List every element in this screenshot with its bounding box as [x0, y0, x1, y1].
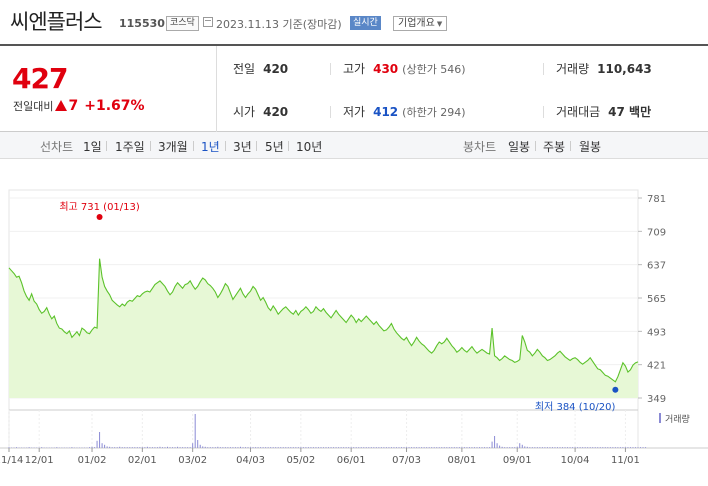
- line-chart-label: 선차트: [40, 140, 74, 154]
- candle-monthly[interactable]: 월봉: [579, 140, 602, 154]
- max-price-label: 최고 731 (01/13): [59, 201, 140, 213]
- price-summary: 427 전일대비 7 +1.67% 전일 420 고가 430 (상한가 546) 거래량…: [0, 44, 708, 132]
- date-text: 2023.11.13 기준(장마감): [216, 18, 342, 31]
- period-separator: [288, 141, 289, 151]
- high-stat: 고가 430 (상한가 546): [343, 60, 466, 77]
- stat-divider: [330, 63, 331, 75]
- period-1d[interactable]: 1일: [83, 140, 102, 154]
- low-label: 저가: [343, 105, 366, 119]
- change-percent: +1.67%: [84, 98, 145, 114]
- period-separator: [256, 141, 257, 151]
- chart-period-bar: 선차트 1일 1주일 3개월 1년 3년 5년 10년 봉차트 일봉 주봉 월봉: [0, 132, 708, 159]
- volume-legend-label: 거래량: [665, 413, 690, 425]
- prev-close-value: 420: [263, 62, 289, 76]
- x-tick-label: 06/01: [337, 455, 366, 466]
- y-tick-label: 781: [647, 194, 666, 205]
- volume-value: 110,643: [597, 62, 652, 76]
- candle-weekly[interactable]: 주봉: [543, 140, 566, 154]
- x-tick-label: 08/01: [447, 455, 476, 466]
- stock-code: 115530: [119, 17, 165, 30]
- volume-stat: 거래량 110,643: [556, 60, 652, 77]
- low-value: 412: [373, 105, 399, 119]
- period-separator: [535, 141, 536, 151]
- low-stat: 저가 412 (하한가 294): [343, 103, 466, 120]
- period-5y[interactable]: 5년: [265, 140, 284, 154]
- min-price-dot: [612, 386, 619, 393]
- amount-label: 거래대금: [556, 105, 601, 119]
- x-tick-label: 12/01: [25, 455, 54, 466]
- amount-value: 47 백만: [608, 105, 652, 119]
- amount-stat: 거래대금 47 백만: [556, 103, 651, 120]
- current-price: 427: [12, 62, 68, 95]
- x-tick-label: 05/02: [286, 455, 315, 466]
- stat-divider: [543, 63, 544, 75]
- period-10y[interactable]: 10년: [296, 140, 323, 154]
- x-tick-label: 02/01: [128, 455, 157, 466]
- min-price-label: 최저 384 (10/20): [535, 401, 616, 413]
- candle-daily[interactable]: 일봉: [508, 140, 531, 154]
- upper-limit: (상한가 546): [402, 63, 466, 76]
- change-amount: 7: [68, 98, 79, 114]
- y-tick-label: 421: [647, 361, 666, 372]
- x-tick-label: 10/04: [561, 455, 590, 466]
- high-value: 430: [373, 62, 399, 76]
- x-tick-label: 01/02: [78, 455, 107, 466]
- realtime-button[interactable]: 실시간: [350, 16, 381, 30]
- period-3y[interactable]: 3년: [233, 140, 252, 154]
- candle-chart-label: 봉차트: [463, 140, 497, 154]
- period-separator: [570, 141, 571, 151]
- y-tick-label: 709: [647, 227, 666, 238]
- change-label: 전일대비: [13, 100, 54, 113]
- period-separator: [106, 141, 107, 151]
- x-tick-label: 03/02: [178, 455, 207, 466]
- open-label: 시가: [233, 105, 256, 119]
- period-separator: [150, 141, 151, 151]
- stat-divider: [330, 106, 331, 118]
- period-separator: [193, 141, 194, 151]
- volume-legend-icon: [659, 413, 661, 423]
- period-1y[interactable]: 1년: [201, 140, 220, 154]
- company-overview-label: 기업개요: [398, 18, 435, 29]
- max-price-dot: [96, 214, 103, 220]
- prev-close-stat: 전일 420: [233, 60, 288, 77]
- period-separator: [225, 141, 226, 151]
- x-tick-label: 11/01: [611, 455, 640, 466]
- y-tick-label: 565: [647, 294, 666, 305]
- calendar-icon: [203, 17, 213, 27]
- volume-label: 거래량: [556, 62, 590, 76]
- open-value: 420: [263, 105, 289, 119]
- y-tick-label: 637: [647, 261, 666, 272]
- chevron-down-icon: ▼: [436, 20, 443, 28]
- stat-divider: [543, 106, 544, 118]
- stock-header: 씨엔플러스 115530 코스닥 2023.11.13 기준(장마감) 실시간 …: [0, 0, 708, 44]
- stock-name: 씨엔플러스: [10, 10, 103, 34]
- period-1w[interactable]: 1주일: [115, 140, 145, 154]
- price-change: 전일대비 7 +1.67%: [13, 98, 145, 114]
- x-tick-label: 11/14: [0, 455, 23, 466]
- y-tick-label: 349: [647, 394, 666, 405]
- up-triangle-icon: [55, 100, 68, 111]
- x-tick-label: 09/01: [503, 455, 532, 466]
- prev-close-label: 전일: [233, 62, 256, 76]
- y-tick-label: 493: [647, 327, 666, 338]
- current-price-box: 427 전일대비 7 +1.67%: [0, 46, 217, 132]
- company-overview-dropdown[interactable]: 기업개요 ▼: [393, 16, 448, 31]
- x-tick-label: 04/03: [236, 455, 265, 466]
- x-tick-label: 07/03: [392, 455, 421, 466]
- high-label: 고가: [343, 62, 366, 76]
- open-stat: 시가 420: [233, 103, 288, 120]
- lower-limit: (하한가 294): [402, 106, 466, 119]
- price-line: [8, 258, 639, 383]
- market-badge: 코스닥: [166, 16, 199, 31]
- price-area-fill: [9, 258, 638, 398]
- period-3m[interactable]: 3개월: [158, 140, 188, 154]
